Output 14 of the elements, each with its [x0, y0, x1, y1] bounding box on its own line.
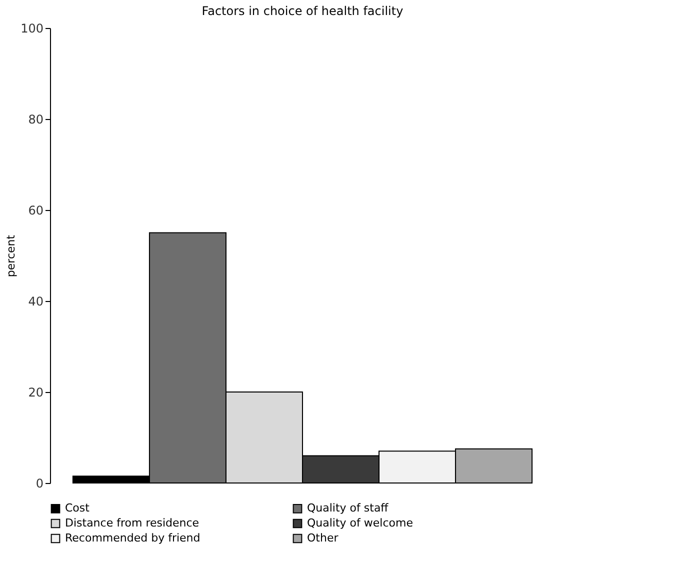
y-tick-label: 100	[20, 22, 44, 36]
y-axis-title: percent	[4, 234, 18, 278]
y-tick-label: 60	[28, 204, 44, 218]
legend-label: Quality of welcome	[307, 516, 414, 530]
chart-title: Factors in choice of health facility	[202, 4, 404, 18]
y-tick-label: 80	[28, 112, 44, 126]
y-tick-label: 40	[28, 294, 44, 308]
legend-label: Distance from residence	[65, 516, 200, 530]
legend-label: Quality of staff	[307, 502, 389, 515]
legend-label: Recommended by friend	[65, 532, 200, 544]
legend-label: Other	[307, 532, 339, 544]
y-tick-label: 20	[28, 386, 44, 400]
y-tick-label: 0	[36, 476, 44, 490]
legend-label: Cost	[65, 502, 90, 515]
